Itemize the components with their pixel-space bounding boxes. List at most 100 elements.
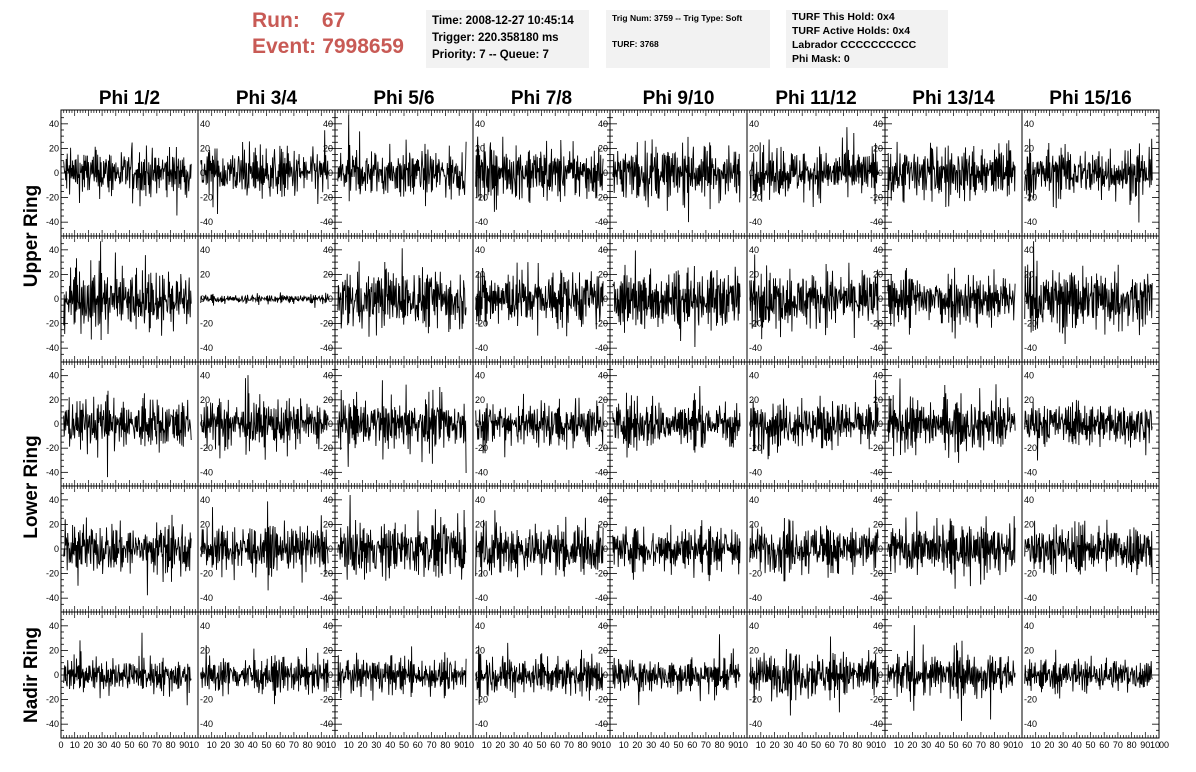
waveform-panel: -40 -20 0 20 40 (870, 485, 1023, 613)
trigger-info-box: Trig Num: 3759 -- Trig Type: Soft TURF: … (606, 10, 770, 68)
waveform-trace (200, 501, 329, 591)
y-tick-label: -40 (595, 343, 608, 353)
y-tick-label: -40 (320, 217, 333, 227)
y-tick-label: 40 (749, 119, 759, 129)
y-tick-label: 0 (878, 670, 883, 680)
y-tick-label: -20 (1024, 569, 1037, 579)
y-tick-label: 40 (475, 621, 485, 631)
y-tick-label: 40 (200, 119, 210, 129)
ring-label: Lower Ring (21, 435, 42, 538)
waveform-panel: -40 -20 0 20 40 (472, 109, 611, 237)
y-tick-label: 40 (873, 245, 883, 255)
y-tick-label: 20 (475, 395, 485, 405)
column-title: Phi 9/10 (643, 88, 715, 109)
panel-frame (1021, 235, 1160, 363)
priority-text: Priority: 7 -- Queue: 7 (432, 49, 549, 61)
y-tick-label: 40 (200, 621, 210, 631)
y-tick-label: -40 (46, 343, 59, 353)
y-tick-label: -40 (200, 467, 213, 477)
y-tick-label: 40 (1024, 245, 1034, 255)
y-tick-label: 0 (200, 294, 205, 304)
y-tick-label: 40 (49, 245, 59, 255)
y-tick-label: 40 (475, 495, 485, 505)
y-tick-label: -40 (200, 343, 213, 353)
y-tick-label: 20 (200, 395, 210, 405)
y-tick-label: 0 (878, 168, 883, 178)
waveform-trace (200, 645, 329, 705)
waveform-trace (612, 136, 741, 223)
y-tick-label: -20 (200, 443, 213, 453)
y-tick-label: -20 (870, 193, 883, 203)
waveform-trace (1024, 399, 1153, 461)
y-tick-label: 20 (200, 645, 210, 655)
column-title: Phi 13/14 (912, 88, 995, 109)
y-tick-label: -40 (870, 467, 883, 477)
y-tick-label: 40 (49, 119, 59, 129)
y-tick-label: 0 (603, 294, 608, 304)
waveform-panel: -40 -20 0 20 40 (746, 611, 886, 739)
y-tick-label: -40 (595, 593, 608, 603)
waveform-trace (887, 140, 1016, 208)
waveform-trace (749, 254, 879, 340)
y-tick-label: 20 (873, 395, 883, 405)
y-tick-label: -40 (320, 593, 333, 603)
y-tick-label: 20 (598, 645, 608, 655)
waveform-trace (337, 380, 467, 474)
y-tick-label: 40 (1024, 371, 1034, 381)
y-tick-label: 20 (49, 143, 59, 153)
y-tick-label: 20 (1024, 143, 1034, 153)
run-line: Run: 67 (252, 8, 422, 34)
waveform-panel: -40 -20 0 20 40 (746, 235, 886, 363)
y-tick-label: -20 (200, 319, 213, 329)
y-tick-label: 0 (328, 168, 333, 178)
y-tick-label: 40 (749, 495, 759, 505)
y-tick-label: 40 (749, 371, 759, 381)
y-tick-label: 40 (49, 495, 59, 505)
y-tick-label: -40 (1024, 593, 1037, 603)
y-tick-label: 40 (200, 245, 210, 255)
waveform-panel: -40 -20 0 20 40 (197, 109, 336, 237)
y-tick-label: 40 (1024, 119, 1034, 129)
waveform-panel: -40 -20 0 20 40 (472, 235, 611, 363)
y-tick-label: 40 (749, 621, 759, 631)
y-tick-label: 40 (49, 621, 59, 631)
waveform-trace (63, 390, 192, 478)
waveform-trace (63, 142, 192, 216)
waveform-panel: -40 -20 0 20 40 (320, 611, 474, 739)
y-tick-label: -20 (870, 443, 883, 453)
y-tick-label: -20 (870, 695, 883, 705)
y-tick-label: -20 (200, 569, 213, 579)
y-tick-label: 0 (54, 168, 59, 178)
waveform-panel: -40 -20 0 20 40 (46, 235, 199, 363)
y-tick-label: 20 (1024, 269, 1034, 279)
waveform-panel: -40 -20 0 20 40 (197, 485, 336, 613)
y-tick-label: -20 (1024, 319, 1037, 329)
y-tick-label: 40 (598, 621, 608, 631)
y-tick-label: 20 (475, 143, 485, 153)
waveform-panel: -40 -20 0 20 40 (472, 361, 611, 487)
y-tick-label: -20 (46, 695, 59, 705)
y-tick-label: 20 (323, 269, 333, 279)
phi-mask-text: Phi Mask: 0 (792, 53, 850, 65)
y-tick-label: 0 (603, 670, 608, 680)
y-tick-label: -20 (749, 443, 762, 453)
y-tick-label: -40 (749, 217, 762, 227)
y-tick-label: 0 (1024, 168, 1029, 178)
y-tick-label: -20 (749, 569, 762, 579)
y-tick-label: 0 (603, 168, 608, 178)
y-tick-label: -20 (1024, 443, 1037, 453)
y-tick-label: -40 (1024, 343, 1037, 353)
y-tick-label: 40 (475, 371, 485, 381)
y-tick-label: 0 (603, 419, 608, 429)
waveform-panel: -40 -20 0 20 40 (870, 361, 1023, 487)
y-tick-label: 40 (873, 371, 883, 381)
y-tick-label: 20 (749, 269, 759, 279)
y-tick-label: 20 (49, 519, 59, 529)
y-tick-label: 40 (200, 371, 210, 381)
y-tick-label: -40 (1024, 467, 1037, 477)
y-tick-label: -20 (46, 193, 59, 203)
y-tick-label: -20 (595, 695, 608, 705)
event-line: Event: 7998659 (252, 34, 422, 60)
y-tick-label: -40 (870, 343, 883, 353)
y-tick-label: 0 (878, 544, 883, 554)
